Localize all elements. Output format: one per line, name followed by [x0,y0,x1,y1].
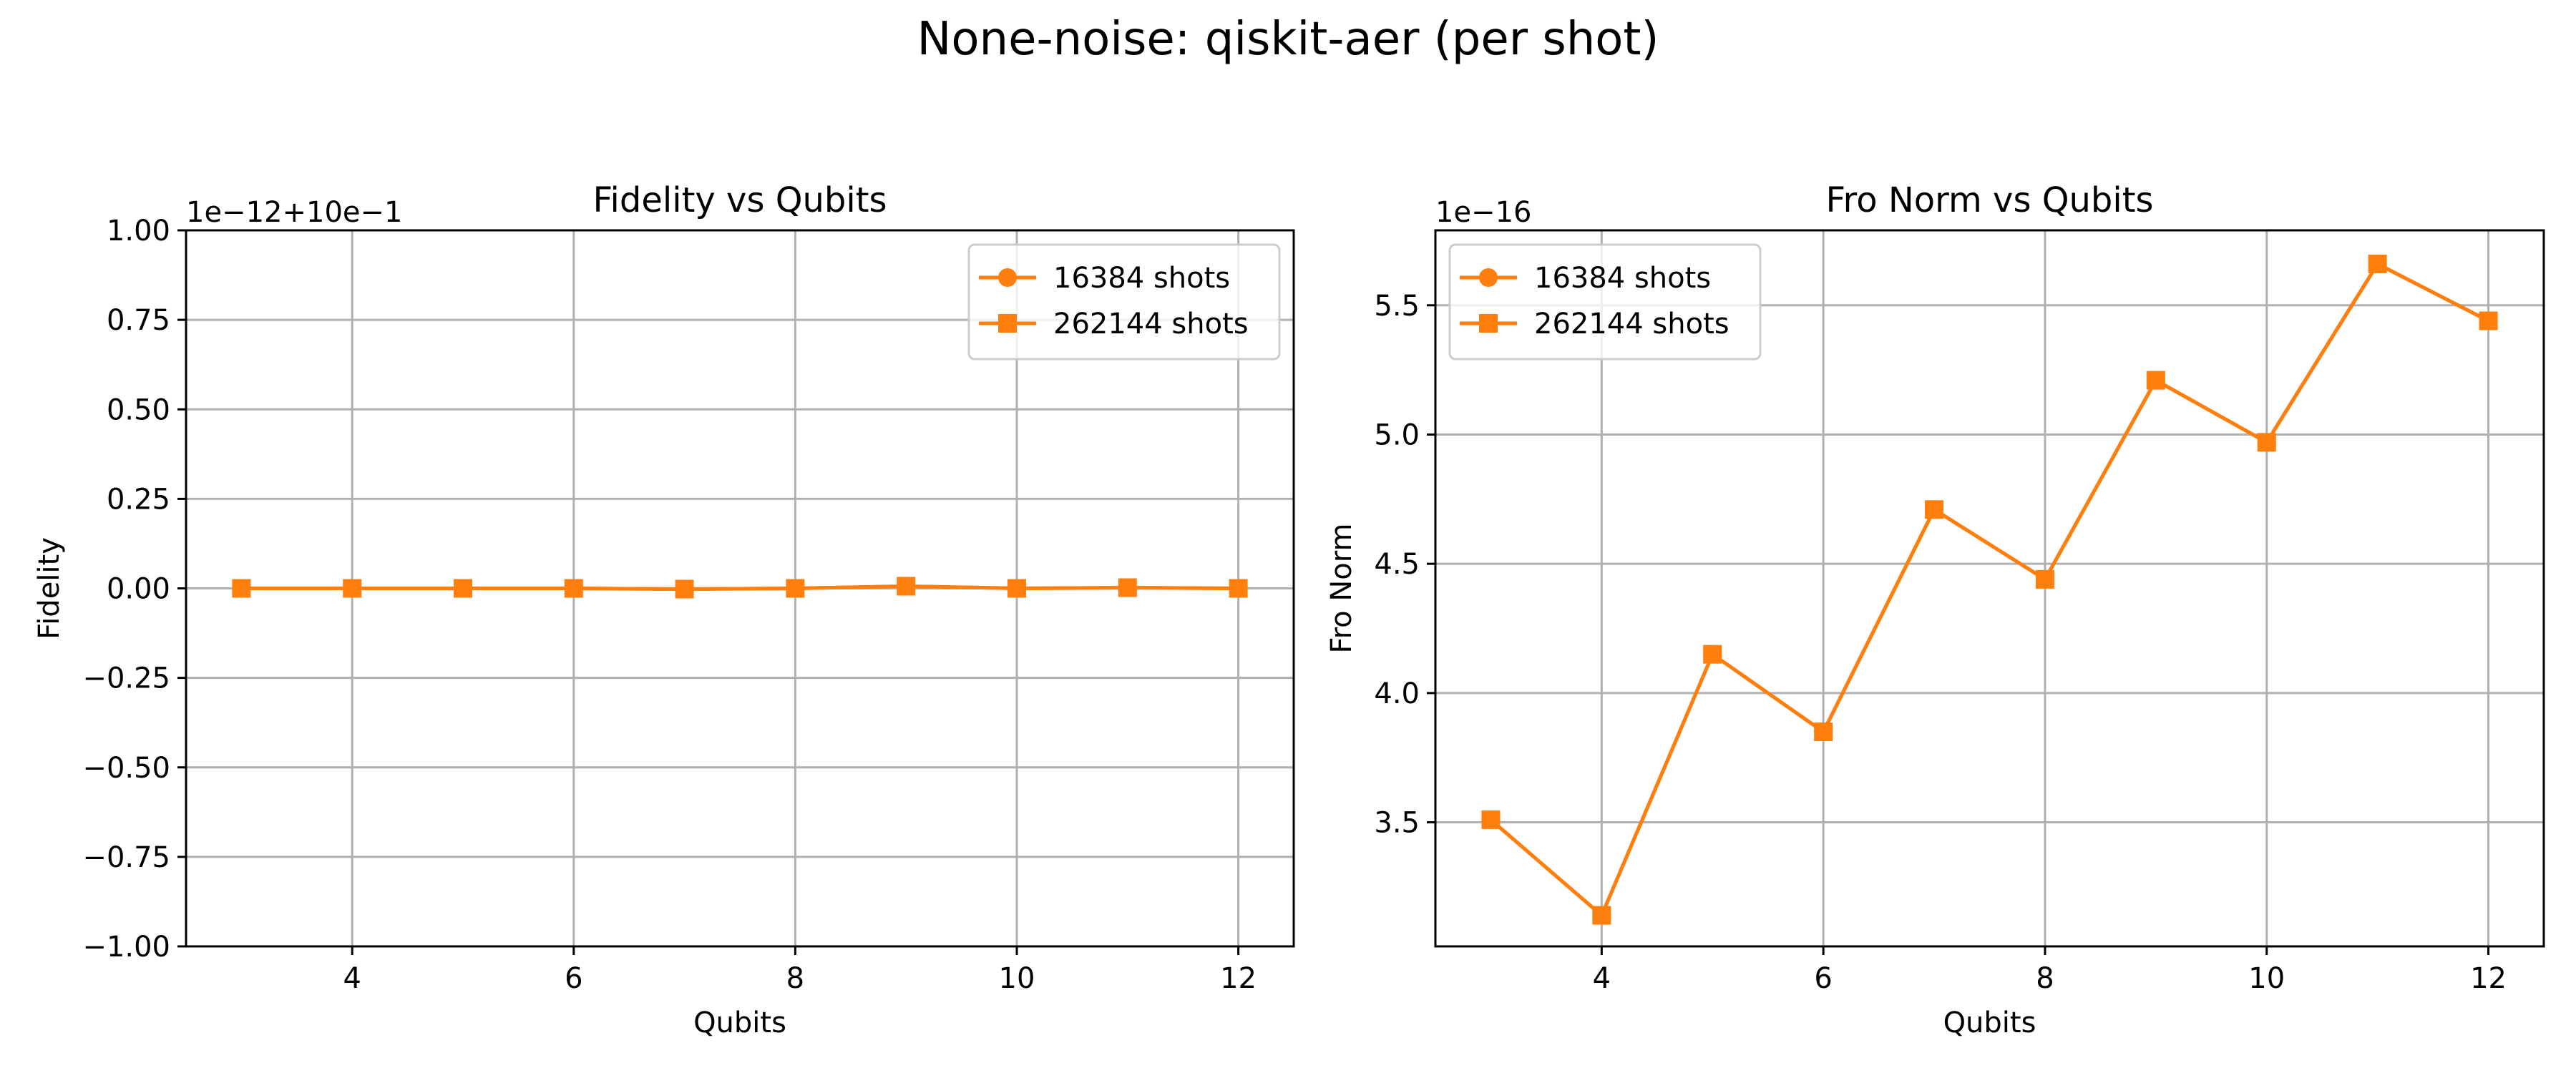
data-point-square [1008,579,1026,598]
x-tick-label: 10 [2248,962,2285,995]
y-tick-label: 4.0 [1374,677,1420,710]
x-tick-label: 8 [786,962,804,995]
x-tick-label: 12 [2470,962,2507,995]
y-tick-label: 0.50 [107,393,170,426]
legend: 16384 shots 262144 shots [1448,243,1762,361]
data-point-square [786,579,805,598]
y-tick-label: 1.00 [107,215,170,248]
axes-frame [1434,229,2545,948]
y-tick-label: 3.5 [1374,807,1420,840]
data-point-square [454,579,472,598]
legend-marker-square [1479,314,1498,333]
legend-box [1448,243,1762,361]
data-point-square [232,579,251,598]
legend-label: 16384 shots [1534,262,1711,295]
y-tick-label: 5.5 [1374,290,1420,323]
series-line-2 [1489,262,2489,918]
legend-label: 262144 shots [1053,308,1249,340]
x-axis-label: Qubits [1943,1006,2036,1039]
x-tick-label: 12 [1220,962,1257,995]
series-line-2 [241,584,1239,592]
data-point-square [1925,500,1944,519]
data-point-square [897,577,916,596]
data-point-square [1229,579,1248,598]
data-point-square [1592,906,1611,925]
y-axis-label: Fro Norm [1325,524,1358,654]
data-point-square [1118,578,1137,597]
legend-marker-circle [998,268,1017,287]
x-tick-label: 4 [1593,962,1611,995]
figure-title: None-noise: qiskit-aer (per shot) [917,13,1659,66]
y-tick-label: 5.0 [1374,418,1420,451]
x-tick-label: 10 [999,962,1035,995]
x-axis-label: Qubits [693,1006,786,1039]
legend-box [967,243,1281,361]
y-tick-label: 4.5 [1374,548,1420,581]
y-tick-label: 0.75 [107,304,170,337]
x-tick-label: 6 [565,962,582,995]
data-point-square [2257,433,2276,452]
y-tick-label: 0.25 [107,483,170,516]
fidelity-chart-panel: 4 6 8 10 12 −1.00 −0.75 −0.50 −0.25 0.00 0.25 0.50 0… [33,180,1295,1039]
y-tick-label: 0.00 [107,573,170,606]
data-point-square [2479,311,2498,330]
chart-title: Fro Norm vs Qubits [1825,180,2153,220]
legend: 16384 shots 262144 shots [967,243,1281,361]
fro-norm-chart-panel: 4 6 8 10 12 3.5 4.0 4.5 5.0 5.5 Fro Norm vs Qubits… [1325,180,2545,1039]
data-point-square [1814,722,1833,742]
data-point-square [2146,371,2165,390]
y-tick-label: −0.75 [82,841,170,874]
y-tick-label: −1.00 [82,931,170,964]
data-point-square [343,579,362,598]
legend-marker-square [998,314,1017,333]
data-point-square [2368,254,2387,273]
y-tick-label: −0.50 [82,752,170,785]
axis-offset-label: 1e−12+10e−1 [186,196,402,229]
axis-offset-label: 1e−16 [1435,196,1531,229]
data-point-square [2035,569,2054,589]
data-point-square [675,579,694,599]
legend-marker-circle [1479,268,1498,287]
y-axis-label: Fidelity [33,537,66,640]
x-tick-label: 8 [2036,962,2054,995]
chart-title: Fidelity vs Qubits [592,180,887,220]
y-tick-label: −0.25 [82,662,170,695]
axes-frame [185,229,1295,948]
legend-label: 262144 shots [1534,308,1729,340]
x-tick-label: 4 [343,962,361,995]
legend-label: 16384 shots [1053,262,1230,295]
data-point-square [1481,810,1501,829]
data-point-square [1703,645,1722,664]
x-tick-label: 6 [1814,962,1832,995]
data-point-square [564,579,583,598]
